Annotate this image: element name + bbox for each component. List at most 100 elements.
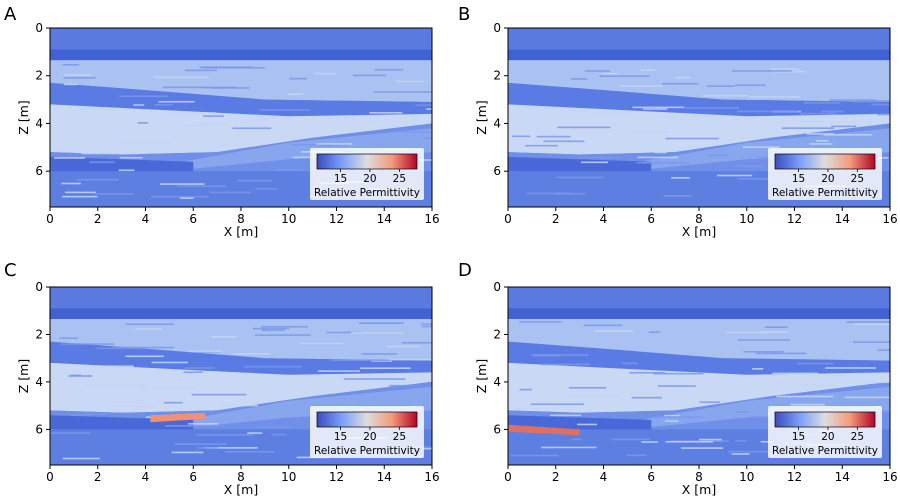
texture-streak [61, 182, 81, 185]
texture-streak [571, 438, 582, 441]
texture-streak [320, 144, 335, 147]
x-tick-label: 8 [237, 470, 245, 484]
texture-streak [184, 125, 209, 127]
texture-streak [510, 454, 559, 457]
x-tick-label: 2 [94, 470, 102, 484]
colorbar-tick-label: 15 [792, 173, 805, 185]
y-tick-label: 4 [35, 116, 43, 130]
x-tick-label: 12 [329, 212, 344, 226]
x-tick-label: 16 [882, 212, 897, 226]
texture-streak [664, 420, 679, 422]
texture-streak [632, 106, 685, 109]
texture-streak [401, 341, 432, 344]
x-tick-label: 0 [504, 470, 512, 484]
texture-streak [656, 115, 674, 118]
y-tick-label: 0 [35, 21, 43, 35]
texture-streak [326, 331, 363, 334]
texture-streak [790, 403, 825, 406]
colorbar-tick-label: 25 [393, 431, 406, 443]
texture-streak [511, 135, 531, 138]
panel-a: A 0 2 4 6 8 10 12 14 16 0 2 4 6 X [m] Z [m] 15 20 25 Relati… [4, 4, 440, 239]
texture-streak [273, 169, 304, 171]
texture-streak [196, 434, 254, 436]
y-tick-label: 2 [35, 69, 43, 83]
x-axis-title: X [m] [682, 224, 716, 239]
texture-streak [89, 161, 115, 164]
colorbar-tick-label: 15 [792, 431, 805, 443]
panel-label: B [458, 4, 470, 25]
colorbar-tick-label: 25 [851, 173, 864, 185]
surface-layer [50, 287, 432, 309]
inclined-sets [627, 128, 890, 169]
texture-streak [856, 100, 874, 103]
texture-streak [846, 321, 890, 323]
colorbar-tick-label: 20 [821, 173, 834, 185]
texture-streak [360, 367, 411, 370]
texture-streak [798, 384, 839, 387]
texture-streak [734, 165, 766, 168]
texture-streak [237, 179, 272, 182]
permittivity-map [50, 28, 432, 207]
panel-label: A [4, 4, 17, 25]
basal-dark-band [508, 156, 652, 174]
texture-streak [823, 134, 872, 136]
texture-streak [386, 345, 420, 348]
texture-streak [374, 69, 403, 71]
texture-streak [421, 325, 432, 328]
dark-band-1 [50, 82, 432, 117]
texture-streak [119, 156, 143, 159]
x-tick-label: 14 [835, 470, 850, 484]
x-tick-label: 10 [281, 470, 296, 484]
texture-streak [316, 143, 353, 145]
texture-streak [755, 352, 807, 355]
texture-streak [631, 131, 670, 133]
texture-streak [569, 110, 591, 112]
texture-streak [184, 69, 218, 72]
texture-streak [557, 126, 611, 129]
shallow-dark-band [508, 308, 890, 319]
texture-streak [84, 384, 147, 387]
panel-label: D [458, 260, 472, 281]
y-tick-label: 0 [35, 280, 43, 294]
texture-streak [594, 330, 634, 332]
texture-streak [675, 76, 691, 79]
texture-streak [256, 426, 293, 428]
x-tick-label: 4 [142, 470, 150, 484]
colorbar [316, 411, 418, 428]
colorbar-tick-label: 25 [393, 173, 406, 185]
texture-streak [665, 440, 714, 443]
x-tick-label: 4 [600, 212, 608, 226]
texture-streak [359, 322, 404, 324]
texture-streak [118, 95, 168, 98]
texture-streak [844, 396, 890, 399]
texture-streak [728, 450, 770, 453]
texture-streak [561, 395, 622, 397]
texture-streak [854, 323, 890, 326]
texture-streak [423, 447, 432, 450]
y-tick-label: 2 [35, 327, 43, 341]
texture-streak [291, 144, 349, 146]
texture-streak [770, 68, 799, 71]
surface-layer [50, 28, 432, 50]
texture-streak [799, 112, 837, 115]
texture-streak [806, 133, 834, 135]
texture-streak [90, 365, 134, 368]
texture-streak [191, 393, 247, 396]
dark-band-1 [508, 82, 890, 117]
texture-streak [199, 66, 254, 69]
texture-streak [760, 440, 773, 443]
texture-streak [78, 108, 129, 111]
colorbar-tick-label: 25 [851, 431, 864, 443]
texture-streak [112, 346, 175, 349]
x-tick-label: 4 [142, 212, 150, 226]
texture-streak [60, 343, 115, 345]
texture-streak [424, 137, 432, 140]
texture-streak [882, 411, 890, 414]
texture-streak [799, 120, 855, 123]
texture-streak [622, 362, 638, 365]
texture-streak [271, 433, 287, 436]
high-permittivity-lens [508, 424, 580, 436]
x-tick-label: 16 [424, 470, 439, 484]
dark-band-1 [50, 341, 432, 375]
texture-streak [641, 441, 659, 443]
